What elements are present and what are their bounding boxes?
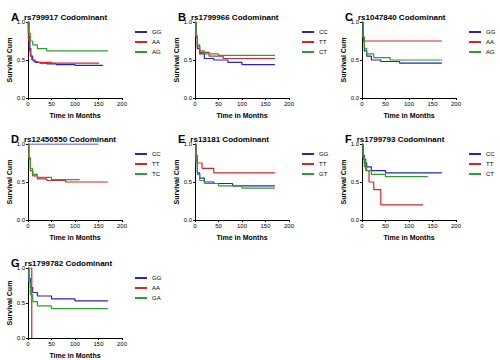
svg-text:0.0: 0.0: [17, 217, 26, 223]
svg-text:GT: GT: [319, 171, 328, 177]
svg-text:Time in Months: Time in Months: [49, 112, 100, 119]
svg-text:A: A: [11, 11, 19, 23]
svg-text:D: D: [11, 133, 19, 145]
svg-text:150: 150: [93, 223, 104, 229]
svg-text:CT: CT: [486, 171, 494, 177]
svg-text:TT: TT: [152, 161, 160, 167]
svg-text:0.0: 0.0: [184, 217, 193, 223]
svg-text:0.0: 0.0: [351, 95, 360, 101]
svg-text:rs1799793 Codominant: rs1799793 Codominant: [357, 135, 445, 144]
svg-text:TT: TT: [486, 161, 494, 167]
svg-text:Time in Months: Time in Months: [216, 234, 267, 241]
svg-text:GG: GG: [319, 151, 329, 157]
svg-text:E: E: [178, 133, 185, 145]
svg-text:50: 50: [215, 223, 222, 229]
svg-text:100: 100: [404, 223, 415, 229]
svg-text:Time in Months: Time in Months: [383, 234, 434, 241]
svg-text:200: 200: [284, 101, 295, 107]
svg-text:TT: TT: [319, 39, 327, 45]
svg-text:150: 150: [260, 223, 271, 229]
svg-text:Survival Cum: Survival Cum: [6, 38, 13, 83]
svg-text:0.5: 0.5: [184, 179, 193, 185]
svg-text:0.0: 0.0: [184, 95, 193, 101]
svg-text:F: F: [345, 133, 352, 145]
svg-text:100: 100: [70, 101, 81, 107]
svg-text:200: 200: [117, 223, 128, 229]
svg-text:50: 50: [382, 223, 389, 229]
svg-text:0.5: 0.5: [17, 179, 26, 185]
svg-text:TT: TT: [319, 161, 327, 167]
svg-text:200: 200: [284, 223, 295, 229]
svg-text:CC: CC: [152, 151, 161, 157]
svg-text:GG: GG: [486, 29, 496, 35]
svg-text:100: 100: [404, 101, 415, 107]
svg-text:0.5: 0.5: [17, 57, 26, 63]
svg-text:GA: GA: [152, 295, 161, 301]
svg-text:Time in Months: Time in Months: [49, 352, 100, 359]
svg-text:200: 200: [117, 341, 128, 347]
svg-text:100: 100: [70, 341, 81, 347]
svg-text:rs1799966 Codominant: rs1799966 Codominant: [191, 13, 279, 22]
svg-text:0.0: 0.0: [17, 335, 26, 341]
svg-text:rs1047840 Codominant: rs1047840 Codominant: [358, 13, 446, 22]
svg-text:200: 200: [451, 223, 462, 229]
svg-text:200: 200: [117, 101, 128, 107]
svg-text:GG: GG: [152, 275, 162, 281]
svg-text:0.5: 0.5: [351, 57, 360, 63]
svg-text:0: 0: [360, 223, 364, 229]
svg-text:0: 0: [26, 223, 30, 229]
svg-text:TC: TC: [152, 171, 161, 177]
svg-text:150: 150: [93, 341, 104, 347]
svg-text:Time in Months: Time in Months: [383, 112, 434, 119]
svg-text:Time in Months: Time in Months: [216, 112, 267, 119]
svg-text:0: 0: [360, 101, 364, 107]
svg-text:Survival Cum: Survival Cum: [6, 160, 13, 205]
svg-text:CC: CC: [319, 29, 328, 35]
svg-text:0: 0: [193, 101, 197, 107]
svg-text:rs799917 Codominant: rs799917 Codominant: [24, 13, 107, 22]
svg-text:Survival Cum: Survival Cum: [173, 38, 180, 83]
svg-text:AA: AA: [486, 39, 494, 45]
svg-text:Survival Cum: Survival Cum: [6, 281, 13, 326]
svg-text:AG: AG: [152, 49, 161, 55]
svg-text:50: 50: [382, 101, 389, 107]
svg-text:0.5: 0.5: [351, 179, 360, 185]
svg-text:0: 0: [26, 341, 30, 347]
svg-text:AA: AA: [152, 39, 160, 45]
svg-text:50: 50: [48, 223, 55, 229]
svg-text:0.5: 0.5: [17, 300, 26, 306]
svg-text:50: 50: [215, 101, 222, 107]
svg-text:50: 50: [48, 101, 55, 107]
svg-text:0: 0: [193, 223, 197, 229]
svg-text:Survival Cum: Survival Cum: [173, 160, 180, 205]
svg-text:G: G: [11, 257, 20, 269]
svg-text:AG: AG: [486, 49, 495, 55]
svg-text:150: 150: [260, 101, 271, 107]
svg-text:Survival Cum: Survival Cum: [340, 160, 347, 205]
svg-text:50: 50: [48, 341, 55, 347]
svg-text:100: 100: [237, 101, 248, 107]
svg-text:100: 100: [70, 223, 81, 229]
svg-text:C: C: [345, 11, 353, 23]
svg-text:150: 150: [427, 101, 438, 107]
svg-text:0: 0: [26, 101, 30, 107]
svg-text:0.0: 0.0: [17, 95, 26, 101]
svg-text:GG: GG: [152, 29, 162, 35]
svg-text:100: 100: [237, 223, 248, 229]
svg-text:rs13181 Codominant: rs13181 Codominant: [190, 135, 269, 144]
svg-text:CT: CT: [319, 49, 327, 55]
svg-text:rs1799782 Codominant: rs1799782 Codominant: [25, 259, 113, 268]
svg-text:AA: AA: [152, 285, 160, 291]
svg-text:150: 150: [427, 223, 438, 229]
svg-text:0.5: 0.5: [184, 57, 193, 63]
svg-text:Survival Cum: Survival Cum: [340, 38, 347, 83]
svg-text:0.0: 0.0: [351, 217, 360, 223]
svg-text:B: B: [178, 11, 186, 23]
svg-text:CC: CC: [486, 151, 495, 157]
svg-text:Time in Months: Time in Months: [49, 234, 100, 241]
svg-text:200: 200: [451, 101, 462, 107]
svg-text:rs12450550 Codominant: rs12450550 Codominant: [24, 135, 116, 144]
svg-text:150: 150: [93, 101, 104, 107]
